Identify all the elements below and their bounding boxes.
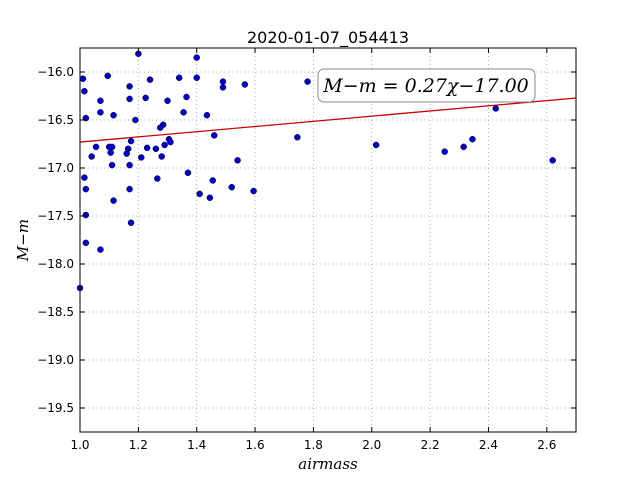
data-point (126, 95, 133, 103)
x-tick-label: 2.4 (479, 438, 498, 452)
data-point (372, 141, 380, 149)
plot-area-background (80, 48, 576, 432)
data-point (142, 94, 149, 102)
data-point (234, 157, 241, 164)
data-point (460, 143, 467, 151)
data-point (183, 93, 190, 101)
data-point (107, 149, 114, 156)
data-point (167, 138, 174, 146)
y-tick-label: −16.0 (37, 65, 74, 79)
data-point (82, 239, 90, 247)
data-point (126, 83, 133, 90)
data-point (158, 153, 165, 160)
data-point (206, 194, 214, 202)
data-point (138, 154, 145, 161)
data-point (143, 144, 151, 152)
data-point (97, 97, 104, 105)
data-point (146, 76, 154, 83)
y-tick-label: −18.0 (37, 257, 74, 271)
y-tick-label: −16.5 (37, 113, 74, 127)
data-point (126, 161, 133, 169)
data-point (108, 161, 116, 169)
axis-ticks: 1.0 1.2 1.4 1.6 1.8 2.0 2.2 2.4 2.6 −16.0 −16.5 −17… (37, 48, 576, 452)
x-tick-label: 1.2 (129, 438, 148, 452)
data-point (88, 153, 95, 160)
x-tick-label: 1.4 (187, 438, 206, 452)
data-point (127, 137, 135, 145)
y-tick-label: −17.5 (37, 209, 74, 223)
data-point (196, 190, 203, 198)
annotation-box (317, 68, 536, 103)
data-point (492, 105, 500, 112)
x-tick-label: 2.0 (362, 438, 381, 452)
x-tick-label: 1.0 (70, 438, 89, 452)
y-tick-label: −17.0 (37, 161, 74, 175)
x-axis-label: airmass (298, 455, 358, 473)
data-point (81, 87, 88, 95)
y-axis-label: M−m (14, 219, 32, 262)
data-point (549, 157, 556, 164)
data-point (193, 74, 200, 82)
fit-line-group (79, 97, 577, 143)
data-point (110, 197, 117, 204)
y-tick-label: −18.5 (37, 305, 74, 319)
data-point (132, 116, 139, 124)
data-point (219, 78, 227, 85)
data-point (152, 145, 160, 153)
data-point (203, 111, 211, 119)
data-point (219, 84, 227, 91)
data-point (92, 143, 100, 151)
data-point (184, 169, 192, 177)
data-point (175, 74, 183, 82)
data-point (110, 111, 117, 119)
data-point (180, 109, 187, 116)
data-point (228, 183, 235, 191)
data-point (124, 145, 132, 153)
y-tick-label: −19.0 (37, 353, 74, 367)
data-point (97, 246, 104, 253)
data-point (304, 78, 311, 85)
data-point (127, 219, 135, 226)
data-point (241, 81, 249, 88)
data-point (108, 143, 116, 151)
data-point (209, 177, 217, 184)
annotation-text: M−m = 0.27χ−17.00 (322, 75, 529, 97)
data-point (210, 132, 218, 139)
data-point (81, 174, 88, 181)
data-point (79, 75, 87, 82)
data-point (250, 187, 257, 195)
data-point (161, 141, 168, 149)
y-tick-label: −19.5 (37, 401, 74, 415)
data-point (82, 211, 90, 219)
data-point (441, 148, 448, 155)
data-point (154, 175, 161, 182)
x-tick-label: 2.6 (537, 438, 556, 452)
data-point (294, 134, 301, 141)
fit-line (79, 97, 577, 143)
data-point (159, 121, 167, 129)
data-point (104, 72, 111, 80)
plot-frame (79, 47, 577, 433)
data-point (164, 97, 171, 105)
data-point (126, 185, 133, 193)
data-points (76, 50, 556, 292)
chart-title: 2020-01-07_054413 (247, 28, 409, 48)
data-point (193, 54, 200, 61)
x-tick-label: 1.8 (304, 438, 323, 452)
data-point (82, 185, 90, 193)
x-tick-label: 2.2 (421, 438, 440, 452)
data-point (469, 135, 476, 143)
data-point (97, 109, 104, 116)
fit-annotation: M−m = 0.27χ−17.00 (317, 68, 536, 103)
x-tick-label: 1.6 (246, 438, 265, 452)
